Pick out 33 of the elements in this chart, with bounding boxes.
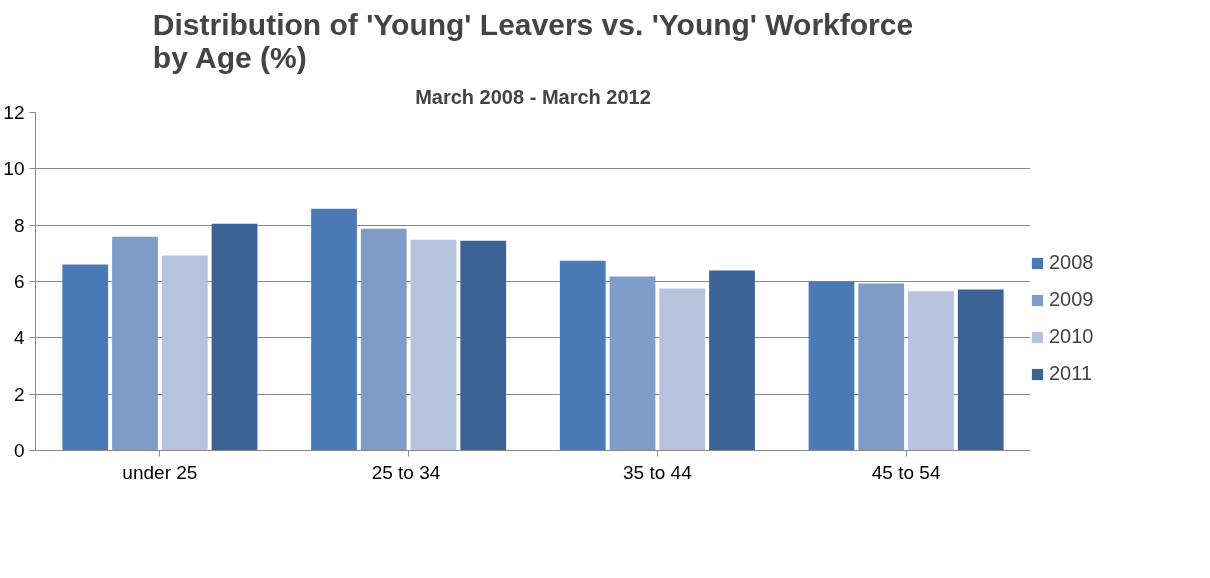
bar xyxy=(808,281,855,451)
bar xyxy=(908,291,954,451)
x-tick-label: 35 to 44 xyxy=(623,461,693,483)
bar xyxy=(957,289,1004,451)
y-tick-label: 2 xyxy=(13,383,25,405)
legend-label: 2011 xyxy=(1049,362,1093,385)
x-tick-label: 25 to 34 xyxy=(371,461,441,483)
x-tick-label: under 25 xyxy=(122,461,198,483)
bar xyxy=(659,288,706,451)
legend-label: 2008 xyxy=(1049,251,1094,274)
bar xyxy=(410,239,457,451)
y-tick-label: 4 xyxy=(13,327,25,349)
legend-label: 2009 xyxy=(1049,288,1094,311)
bar xyxy=(609,276,656,451)
bar xyxy=(211,223,258,451)
bar xyxy=(62,264,109,451)
bar xyxy=(161,255,208,451)
x-tick-label: 45 to 54 xyxy=(871,461,941,483)
chart-subtitle: March 2008 - March 2012 xyxy=(415,85,651,108)
chart-title: Distribution of 'Young' Leavers vs. 'Young' Workforce by Age (%) xyxy=(152,7,914,74)
y-tick-label: 12 xyxy=(3,102,25,123)
bar xyxy=(559,260,606,451)
y-tick-label: 10 xyxy=(3,158,25,180)
bar xyxy=(709,270,755,451)
y-tick-label: 0 xyxy=(13,440,25,461)
bar xyxy=(858,283,905,451)
legend-label: 2010 xyxy=(1049,325,1094,348)
bar xyxy=(360,228,407,451)
bar xyxy=(460,240,507,451)
y-tick-label: 8 xyxy=(13,214,25,236)
y-tick-label: 6 xyxy=(13,271,25,292)
bar xyxy=(311,208,357,451)
bar xyxy=(112,236,158,451)
